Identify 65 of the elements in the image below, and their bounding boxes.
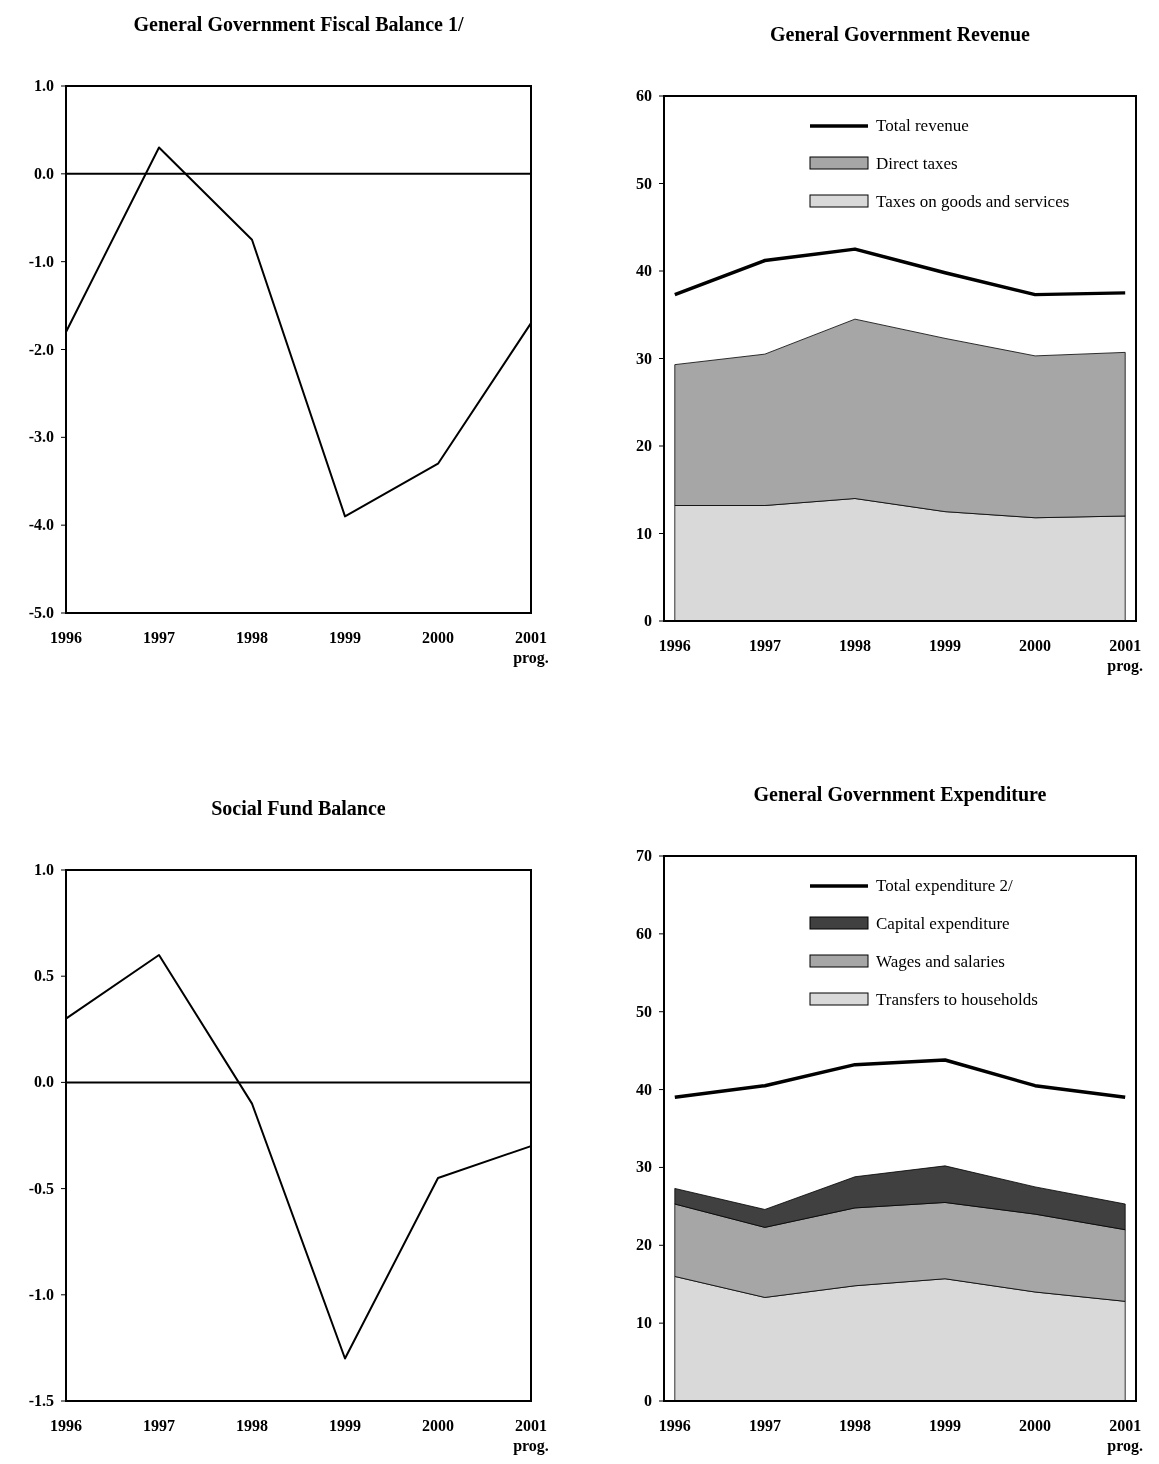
y-tick-label: 30	[636, 349, 652, 367]
legend-label: Total expenditure 2/	[876, 876, 1013, 895]
x-tick-label: 2001 prog.	[1107, 1417, 1144, 1455]
chart-title: Social Fund Balance	[211, 797, 386, 819]
y-tick-label: -5.0	[28, 604, 54, 621]
x-tick-label: 1999	[929, 1417, 962, 1434]
x-tick-label: 1998	[236, 629, 268, 646]
x-tick-label: 2001 prog.	[513, 1417, 549, 1455]
x-tick-label: 1998	[838, 637, 871, 654]
x-tick-label: 1996	[50, 629, 82, 646]
x-tick-label: 1997	[748, 1417, 781, 1434]
y-tick-label: 40	[636, 262, 652, 279]
x-tick-label: 2001 prog.	[513, 629, 549, 667]
y-tick-label: -2.0	[28, 340, 54, 358]
x-tick-label: 1997	[143, 629, 175, 646]
y-tick-label: 0.0	[34, 164, 54, 182]
x-tick-label: 1996	[50, 1417, 82, 1434]
chart-title: General Government Expenditure	[753, 783, 1047, 806]
legend-label: Direct taxes	[876, 154, 958, 173]
x-tick-label: 2001 prog.	[1107, 637, 1144, 675]
y-tick-label: 50	[636, 1002, 652, 1020]
y-tick-label: -1.0	[28, 252, 54, 270]
chart-title: General Government Revenue	[770, 23, 1031, 45]
x-tick-label: 1996	[658, 637, 691, 654]
y-tick-label: -3.0	[28, 428, 54, 446]
y-tick-label: 0	[644, 1392, 652, 1409]
y-tick-label: 10	[636, 524, 652, 542]
chart-title: General Government Fiscal Balance 1/	[133, 13, 464, 35]
y-tick-label: 40	[636, 1080, 652, 1098]
x-tick-label: 2000	[422, 629, 454, 646]
x-tick-label: 2000	[1019, 637, 1052, 654]
x-tick-label: 2000	[1019, 1417, 1052, 1434]
y-tick-label: 0.5	[34, 967, 54, 985]
y-tick-label: -1.0	[28, 1285, 54, 1303]
y-tick-label: 60	[636, 87, 652, 104]
line-series	[673, 247, 1127, 297]
y-tick-label: 1.0	[34, 861, 54, 878]
y-tick-label: -0.5	[28, 1179, 54, 1197]
x-tick-label: 1997	[143, 1417, 175, 1434]
y-tick-label: 70	[636, 847, 652, 864]
x-tick-label: 1999	[329, 1417, 361, 1434]
x-tick-label: 1998	[838, 1417, 871, 1434]
y-tick-label: -4.0	[28, 516, 54, 534]
y-tick-label: 1.0	[34, 77, 54, 94]
x-tick-label: 1996	[658, 1417, 691, 1434]
legend-label: Total revenue	[876, 116, 969, 135]
legend-label: Capital expenditure	[876, 914, 1010, 933]
y-tick-label: 30	[636, 1158, 652, 1176]
y-tick-label: 60	[636, 924, 652, 942]
x-tick-label: 2000	[422, 1417, 454, 1434]
y-tick-label: 20	[636, 1236, 652, 1254]
x-tick-label: 1997	[748, 637, 781, 654]
x-tick-label: 1999	[329, 629, 361, 646]
y-tick-label: 0	[644, 612, 652, 629]
legend-label: Wages and salaries	[876, 952, 1005, 971]
line-series	[673, 1058, 1127, 1100]
y-tick-label: 20	[636, 437, 652, 454]
y-tick-label: -1.5	[28, 1392, 54, 1409]
legend-label: Transfers to households	[876, 990, 1038, 1009]
y-tick-label: 50	[636, 174, 652, 192]
y-tick-label: 0.0	[34, 1073, 54, 1091]
legend-label: Taxes on goods and services	[876, 192, 1070, 211]
x-tick-label: 1999	[929, 637, 962, 654]
x-tick-label: 1998	[236, 1417, 268, 1434]
y-tick-label: 10	[636, 1314, 652, 1332]
